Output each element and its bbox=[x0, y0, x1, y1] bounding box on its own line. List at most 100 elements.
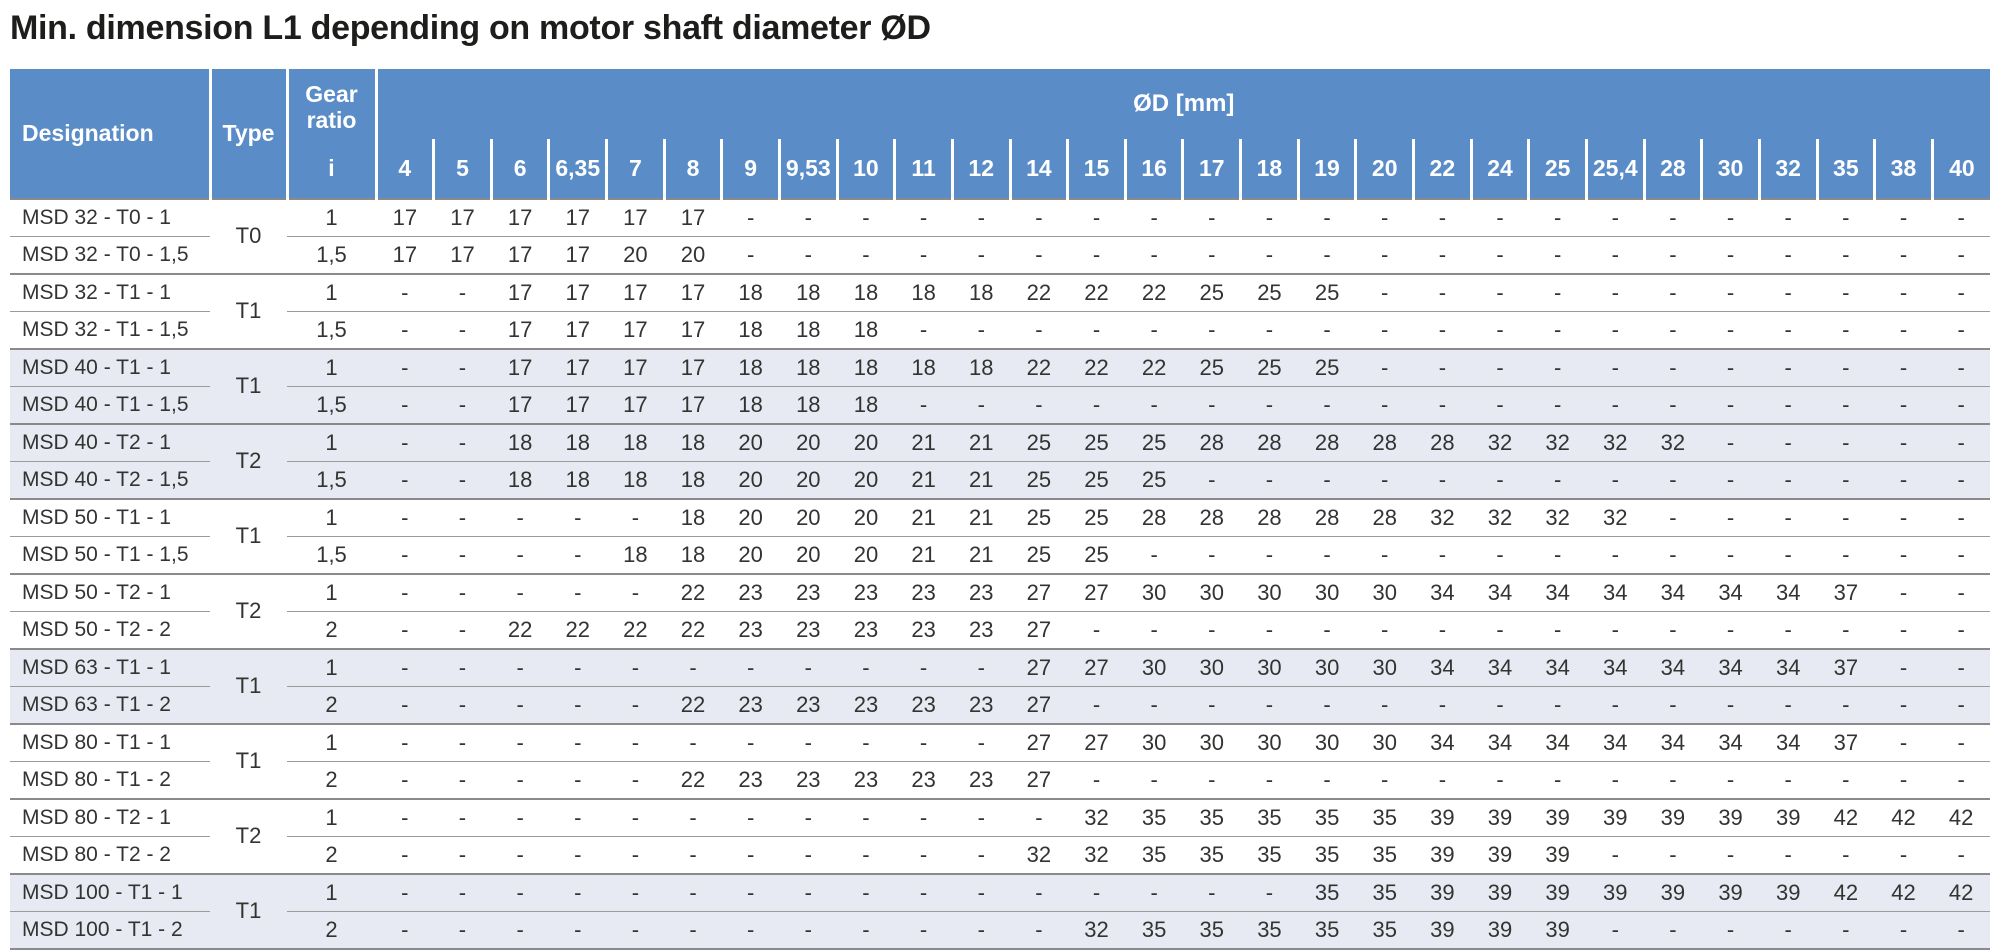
col-header-d40: 40 bbox=[1930, 138, 1990, 199]
value-cell: - bbox=[433, 422, 492, 462]
value-cell: - bbox=[837, 722, 895, 762]
designation-cell: MSD 63 - T1 - 1 bbox=[10, 647, 210, 687]
value-cell: 23 bbox=[952, 572, 1011, 612]
value-cell: - bbox=[1874, 235, 1933, 274]
value-cell: - bbox=[1182, 385, 1241, 424]
value-cell: - bbox=[1528, 272, 1587, 312]
value-cell: 30 bbox=[1298, 722, 1356, 762]
value-cell: 32 bbox=[1644, 422, 1702, 462]
value-cell: - bbox=[1010, 910, 1068, 949]
value-cell: 17 bbox=[376, 235, 434, 274]
value-cell: 35 bbox=[1240, 835, 1299, 874]
value-cell: 28 bbox=[1240, 422, 1299, 462]
value-cell: - bbox=[376, 910, 434, 949]
value-cell: 27 bbox=[1067, 647, 1126, 687]
value-cell: - bbox=[1644, 235, 1702, 274]
value-cell: 30 bbox=[1182, 572, 1241, 612]
value-cell: - bbox=[1528, 310, 1587, 349]
value-cell: 18 bbox=[837, 347, 895, 387]
value-cell: - bbox=[1701, 310, 1760, 349]
value-cell: 32 bbox=[1528, 422, 1587, 462]
value-cell: - bbox=[837, 647, 895, 687]
value-cell: - bbox=[1182, 535, 1241, 574]
value-cell: - bbox=[1528, 535, 1587, 574]
value-cell: 35 bbox=[1355, 797, 1414, 837]
col-header-designation: Designation bbox=[10, 68, 210, 199]
col-header-d9,53: 9,53 bbox=[777, 138, 838, 199]
value-cell: 23 bbox=[952, 610, 1011, 649]
ratio-cell: 1 bbox=[287, 422, 376, 462]
value-cell: - bbox=[1240, 460, 1299, 499]
ratio-cell: 1 bbox=[287, 572, 376, 612]
value-cell: 25 bbox=[1067, 422, 1126, 462]
value-cell: - bbox=[1817, 422, 1875, 462]
col-header-d19: 19 bbox=[1296, 138, 1356, 199]
value-cell: - bbox=[1874, 647, 1933, 687]
value-cell: - bbox=[1932, 460, 1990, 499]
value-cell: - bbox=[1125, 535, 1183, 574]
value-cell: - bbox=[721, 872, 780, 912]
value-cell: 20 bbox=[721, 460, 780, 499]
value-cell: 22 bbox=[606, 610, 665, 649]
value-cell: 34 bbox=[1644, 722, 1702, 762]
value-cell: 39 bbox=[1586, 872, 1645, 912]
value-cell: 27 bbox=[1010, 760, 1068, 799]
value-cell: 25 bbox=[1010, 497, 1068, 537]
value-cell: 27 bbox=[1067, 572, 1126, 612]
value-cell: - bbox=[1932, 310, 1990, 349]
value-cell: - bbox=[1874, 422, 1933, 462]
header-row-top: Designation Type Gear ratio ØD [mm] bbox=[10, 68, 1990, 199]
value-cell: 34 bbox=[1701, 722, 1760, 762]
table-row: MSD 100 - T1 - 1 T1 1- - - - - - - - - - - - - - - -35 35 3… bbox=[10, 872, 1990, 949]
value-cell: 17 bbox=[548, 235, 607, 274]
ratio-cell: 1 bbox=[287, 797, 376, 837]
type-cell: T1 bbox=[210, 497, 287, 574]
value-cell: - bbox=[664, 722, 722, 762]
value-cell: - bbox=[1874, 197, 1933, 237]
value-cell: 23 bbox=[779, 760, 838, 799]
value-cell: - bbox=[1701, 197, 1760, 237]
value-cell: 22 bbox=[1125, 272, 1183, 312]
value-cell: - bbox=[1586, 835, 1645, 874]
value-cell: - bbox=[1182, 872, 1241, 912]
col-header-gear-ratio: Gear ratio bbox=[285, 68, 376, 139]
value-cell: 22 bbox=[1125, 347, 1183, 387]
type-cell: T0 bbox=[210, 197, 287, 274]
value-cell: - bbox=[664, 872, 722, 912]
value-cell: - bbox=[1932, 272, 1990, 312]
table-row: MSD 32 - T1 - 1,5 1,5- -17 17 17 17 18 18 18- - - -… bbox=[10, 310, 1990, 349]
value-cell: - bbox=[1298, 235, 1356, 274]
value-cell: - bbox=[1067, 760, 1126, 799]
value-cell: - bbox=[952, 910, 1011, 949]
value-cell: 17 bbox=[548, 347, 607, 387]
value-cell: 17 bbox=[491, 272, 549, 312]
value-cell: 34 bbox=[1759, 647, 1818, 687]
value-cell: - bbox=[1240, 760, 1299, 799]
value-cell: - bbox=[952, 872, 1011, 912]
value-cell: - bbox=[1817, 610, 1875, 649]
value-cell: 37 bbox=[1817, 647, 1875, 687]
value-cell: 34 bbox=[1644, 572, 1702, 612]
value-cell: - bbox=[1759, 610, 1818, 649]
value-cell: 35 bbox=[1298, 835, 1356, 874]
value-cell: - bbox=[1874, 535, 1933, 574]
value-cell: - bbox=[1355, 385, 1414, 424]
value-cell: - bbox=[894, 310, 953, 349]
value-cell: 39 bbox=[1644, 872, 1702, 912]
value-cell: - bbox=[1528, 197, 1587, 237]
value-cell: - bbox=[1413, 535, 1472, 574]
value-cell: - bbox=[548, 535, 607, 574]
value-cell: 20 bbox=[779, 422, 838, 462]
value-cell: - bbox=[606, 910, 665, 949]
value-cell: 18 bbox=[491, 460, 549, 499]
table-row: MSD 50 - T1 - 1,5 1,5- - - -18 18 20 20 20 21 21 25… bbox=[10, 535, 1990, 574]
value-cell: 39 bbox=[1528, 910, 1587, 949]
value-cell: 34 bbox=[1471, 647, 1529, 687]
value-cell: - bbox=[548, 910, 607, 949]
value-cell: - bbox=[1067, 310, 1126, 349]
value-cell: - bbox=[1413, 310, 1472, 349]
table-row: MSD 80 - T2 - 1 T2 1- - - - - - - - - - - -32 35 35 35 35… bbox=[10, 797, 1990, 874]
row-group-7: MSD 63 - T1 - 1 T1 1- - - - - - - - - - -27 27 30 30 30 3… bbox=[10, 647, 1990, 724]
ratio-cell: 1,5 bbox=[287, 535, 376, 574]
value-cell: 23 bbox=[837, 760, 895, 799]
